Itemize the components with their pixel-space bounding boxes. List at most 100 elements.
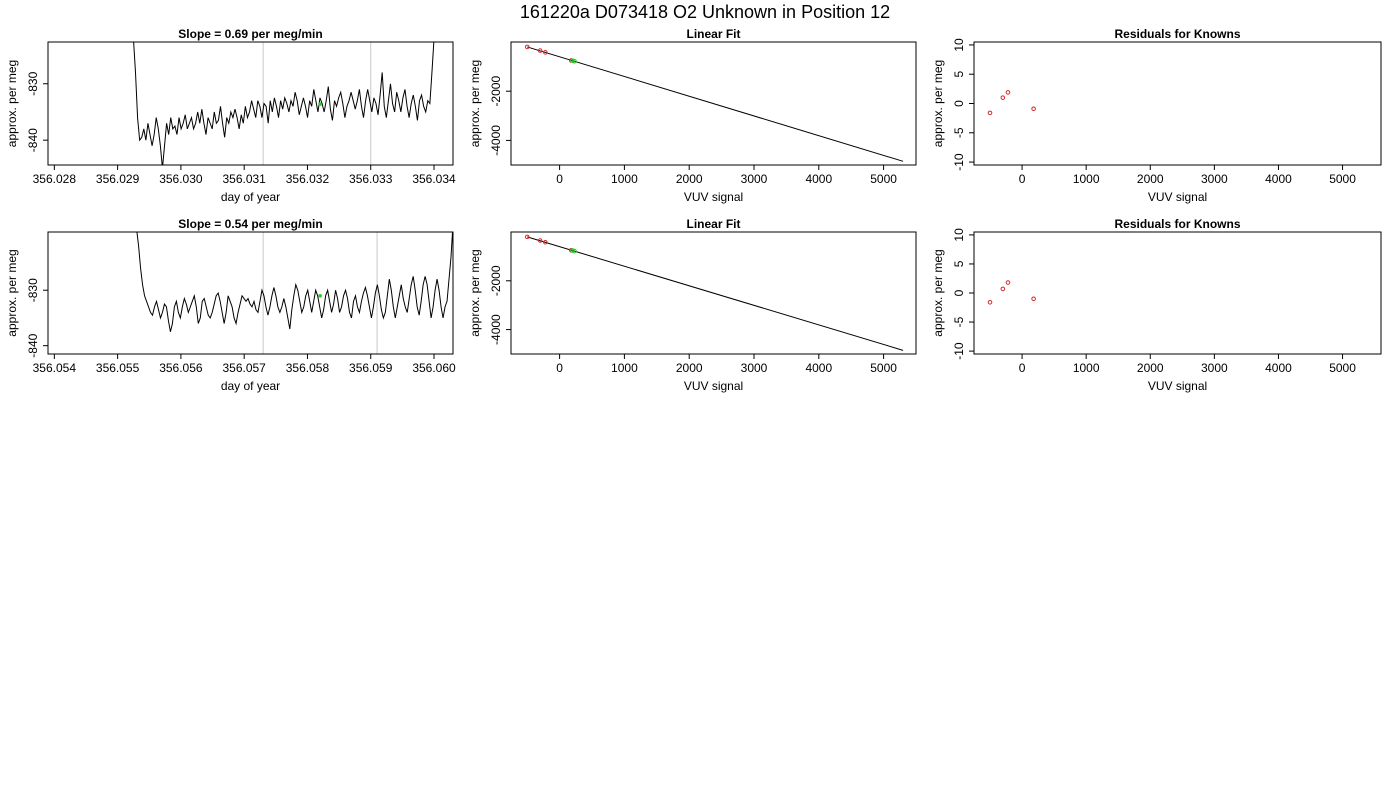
known-point — [1005, 90, 1011, 95]
series-line — [133, 42, 435, 165]
figure-title: 161220a D073418 O2 Unknown in Position 1… — [520, 2, 890, 22]
y-tick-label: -2000 — [489, 76, 503, 107]
y-axis-label: approx. per meg — [468, 249, 482, 336]
known-point — [1031, 106, 1036, 112]
y-tick-label: -5 — [952, 127, 966, 138]
x-tick-label: 2000 — [676, 361, 703, 375]
x-tick-label: 356.032 — [286, 172, 330, 186]
panel-title: Slope = 0.54 per meg/min — [178, 217, 322, 231]
x-tick-label: 3000 — [1201, 361, 1228, 375]
plot-data-area — [524, 234, 904, 351]
x-axis-label: VUV signal — [684, 190, 743, 204]
panel-title: Residuals for Knowns — [1114, 27, 1240, 41]
y-tick-label: 5 — [952, 71, 966, 78]
fit-line — [527, 236, 904, 351]
x-tick-label: 356.028 — [33, 172, 77, 186]
plot-panel-r1-linearfit: Linear Fit 0 1000 2000 3000 4000 5000 -2000 -400… — [468, 27, 917, 204]
x-tick-label: 5000 — [1329, 361, 1356, 375]
known-point — [1000, 286, 1006, 292]
plot-data-area — [133, 42, 435, 165]
plot-frame — [510, 41, 917, 166]
x-tick-label: 1000 — [611, 361, 638, 375]
y-tick-label: 0 — [952, 100, 966, 107]
x-tick-label: 356.055 — [96, 361, 140, 375]
y-axis-label: approx. per meg — [5, 249, 19, 336]
plot-panel-r2-timeseries: Slope = 0.54 per meg/min 356.054 356.055 35… — [5, 217, 456, 393]
plot-frame — [973, 231, 1382, 355]
known-point — [1005, 280, 1011, 285]
unknown-point — [570, 58, 575, 63]
y-tick-label: 5 — [952, 260, 966, 267]
x-tick-label: 356.058 — [286, 361, 330, 375]
series-line — [136, 232, 453, 332]
y-axis-label: approx. per meg — [5, 60, 19, 147]
x-tick-label: 0 — [556, 172, 563, 186]
plot-data-area — [987, 280, 1036, 305]
x-tick-label: 4000 — [1265, 172, 1292, 186]
y-tick-label: -2000 — [489, 265, 503, 296]
panel-title: Linear Fit — [686, 217, 740, 231]
x-axis-label: VUV signal — [684, 379, 743, 393]
x-tick-label: 3000 — [741, 361, 768, 375]
known-point — [543, 50, 548, 55]
panel-title: Linear Fit — [686, 27, 740, 41]
y-tick-label: -10 — [952, 342, 966, 360]
y-axis-label: approx. per meg — [468, 60, 482, 147]
y-tick-label: -840 — [26, 128, 40, 152]
unknown-marker — [318, 102, 322, 106]
x-axis-label: day of year — [221, 190, 280, 204]
x-tick-label: 356.031 — [222, 172, 266, 186]
x-tick-label: 5000 — [870, 361, 897, 375]
y-tick-label: 10 — [952, 38, 966, 52]
x-axis-label: VUV signal — [1148, 190, 1207, 204]
plot-panel-r2-linearfit: Linear Fit 0 1000 2000 3000 4000 5000 -2000 -400… — [468, 217, 917, 393]
y-axis-label: approx. per meg — [931, 249, 945, 336]
x-tick-label: 1000 — [1073, 361, 1100, 375]
x-tick-label: 0 — [1019, 172, 1026, 186]
x-tick-label: 356.054 — [33, 361, 77, 375]
fit-line — [527, 46, 904, 162]
y-tick-label: -4000 — [489, 125, 503, 156]
x-tick-label: 4000 — [805, 361, 832, 375]
x-tick-label: 0 — [556, 361, 563, 375]
plot-frame — [47, 41, 454, 166]
x-tick-label: 356.059 — [349, 361, 393, 375]
x-tick-label: 1000 — [1073, 172, 1100, 186]
known-point — [543, 239, 548, 245]
plot-data-area — [524, 44, 904, 162]
x-axis-label: VUV signal — [1148, 379, 1207, 393]
plot-frame — [510, 231, 917, 355]
x-tick-label: 5000 — [1329, 172, 1356, 186]
x-tick-label: 356.060 — [412, 361, 456, 375]
x-tick-label: 4000 — [805, 172, 832, 186]
y-tick-label: -840 — [26, 333, 40, 357]
x-tick-label: 356.056 — [159, 361, 203, 375]
unknown-marker — [318, 293, 322, 298]
panel-title: Slope = 0.69 per meg/min — [178, 27, 322, 41]
y-tick-label: -4000 — [489, 314, 503, 345]
y-tick-label: -10 — [952, 153, 966, 171]
plot-data-area — [987, 90, 1036, 116]
x-tick-label: 1000 — [611, 172, 638, 186]
x-tick-label: 2000 — [1137, 361, 1164, 375]
x-tick-label: 4000 — [1265, 361, 1292, 375]
plot-frame — [47, 231, 454, 355]
known-point — [987, 110, 993, 116]
plot-panel-r1-timeseries: Slope = 0.69 per meg/min 356.028 356.029 35… — [5, 27, 456, 204]
y-tick-label: -5 — [952, 316, 966, 327]
x-tick-label: 5000 — [870, 172, 897, 186]
known-point — [524, 234, 530, 240]
x-tick-label: 2000 — [676, 172, 703, 186]
plot-panels: Slope = 0.69 per meg/min 356.028 356.029 35… — [5, 27, 1382, 393]
x-axis-label: day of year — [221, 379, 280, 393]
x-tick-label: 356.029 — [96, 172, 140, 186]
plot-panel-r2-residuals: Residuals for Knowns 0 1000 2000 3000 4000 500… — [931, 217, 1382, 393]
y-axis-label: approx. per meg — [931, 60, 945, 147]
x-tick-label: 356.030 — [159, 172, 203, 186]
known-point — [524, 44, 530, 50]
known-point — [537, 238, 543, 243]
known-point — [987, 299, 993, 305]
plot-data-area — [136, 232, 453, 354]
